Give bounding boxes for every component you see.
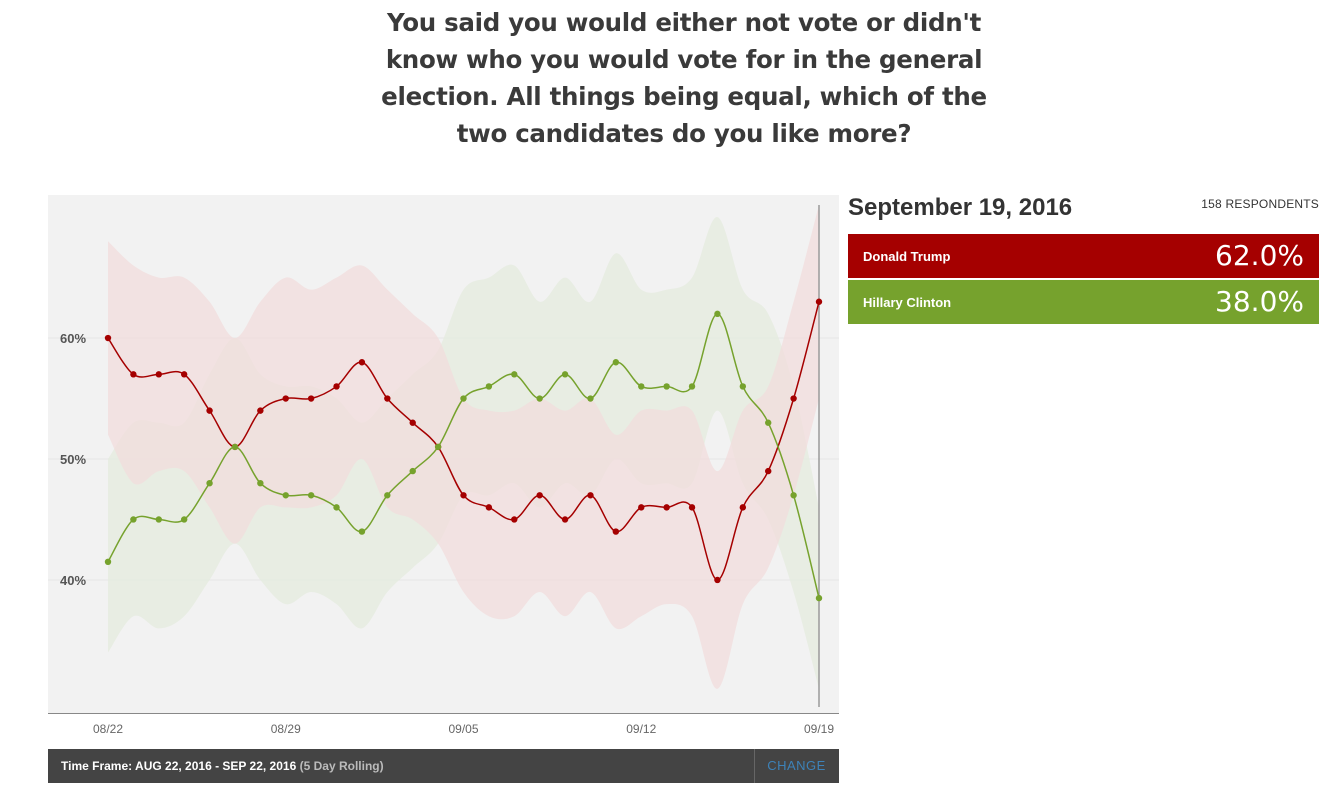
data-point: [714, 576, 721, 584]
data-point: [130, 516, 137, 523]
x-tick-label: 08/22: [93, 722, 123, 736]
data-point: [460, 492, 467, 499]
data-point: [333, 383, 340, 390]
data-point: [180, 516, 188, 523]
data-point: [206, 407, 213, 414]
data-point: [663, 504, 670, 511]
data-point: [536, 492, 543, 499]
data-point: [460, 395, 467, 402]
data-point: [587, 492, 594, 499]
time-frame-bar: Time Frame: AUG 22, 2016 - SEP 22, 2016 …: [48, 749, 839, 783]
data-point: [638, 504, 645, 511]
data-point: [180, 371, 188, 378]
data-point: [587, 395, 594, 402]
data-point: [282, 492, 289, 499]
data-point: [815, 298, 823, 305]
candidate-name: Donald Trump: [863, 249, 951, 264]
data-point: [155, 516, 162, 523]
candidate-percentage: 38.0%: [1215, 285, 1304, 318]
x-tick-label: 08/29: [271, 722, 301, 736]
x-tick-label: 09/12: [626, 722, 656, 736]
data-point: [282, 395, 289, 402]
data-point: [790, 395, 797, 402]
rolling-label: (5 Day Rolling): [299, 759, 384, 773]
data-point: [688, 504, 696, 511]
data-point: [155, 371, 162, 378]
data-point: [384, 492, 391, 499]
chart-panel: 40% 50% 60% 08/22 08/29 09/05 09/12 09/19: [48, 195, 839, 750]
candidate-percentage: 62.0%: [1215, 239, 1304, 272]
trend-chart: 40% 50% 60% 08/22 08/29 09/05 09/12 09/19: [48, 195, 839, 736]
data-point: [739, 504, 747, 511]
data-point: [561, 371, 569, 378]
y-tick-label: 60%: [60, 331, 86, 346]
data-point: [358, 528, 366, 535]
divider: [754, 749, 755, 783]
data-point: [485, 504, 493, 511]
candidate-name: Hillary Clinton: [863, 295, 952, 310]
data-point: [511, 516, 518, 523]
data-point: [714, 310, 721, 318]
data-point: [104, 558, 112, 566]
data-point: [307, 492, 315, 499]
data-point: [663, 383, 670, 390]
x-tick-label: 09/19: [804, 722, 834, 736]
data-point: [485, 383, 493, 390]
candidate-row-clinton: Hillary Clinton 38.0%: [848, 280, 1319, 324]
data-point: [638, 383, 645, 390]
data-point: [815, 594, 823, 602]
data-point: [612, 359, 620, 366]
respondents-count: 158 RESPONDENTS: [1201, 197, 1319, 211]
data-point: [765, 419, 772, 426]
data-point: [231, 443, 239, 451]
data-point: [130, 371, 137, 378]
data-point: [790, 492, 797, 499]
time-frame-label: Time Frame: AUG 22, 2016 - SEP 22, 2016: [61, 759, 297, 773]
y-tick-label: 40%: [60, 573, 86, 588]
data-point: [384, 395, 391, 402]
data-point: [561, 516, 569, 523]
data-point: [409, 467, 416, 475]
data-point: [257, 479, 264, 487]
time-frame-text: Time Frame: AUG 22, 2016 - SEP 22, 2016 …: [61, 759, 384, 773]
data-point: [688, 383, 696, 390]
data-point: [434, 443, 442, 451]
survey-question: You said you would either not vote or di…: [381, 8, 987, 148]
data-point: [307, 395, 315, 402]
confidence-band-trump: [108, 205, 819, 689]
data-point: [409, 419, 416, 426]
change-timeframe-button[interactable]: CHANGE: [767, 758, 826, 773]
data-point: [511, 371, 518, 378]
data-point: [358, 359, 366, 366]
candidate-row-trump: Donald Trump 62.0%: [848, 234, 1319, 278]
data-point: [536, 395, 543, 402]
data-point: [333, 504, 340, 511]
selected-date: September 19, 2016: [848, 194, 1073, 221]
data-point: [104, 334, 112, 342]
data-point: [612, 528, 620, 535]
x-tick-label: 09/05: [448, 722, 478, 736]
data-point: [765, 467, 772, 475]
data-point: [257, 407, 264, 414]
data-point: [206, 479, 213, 487]
data-point: [739, 383, 747, 390]
y-tick-label: 50%: [60, 452, 86, 467]
